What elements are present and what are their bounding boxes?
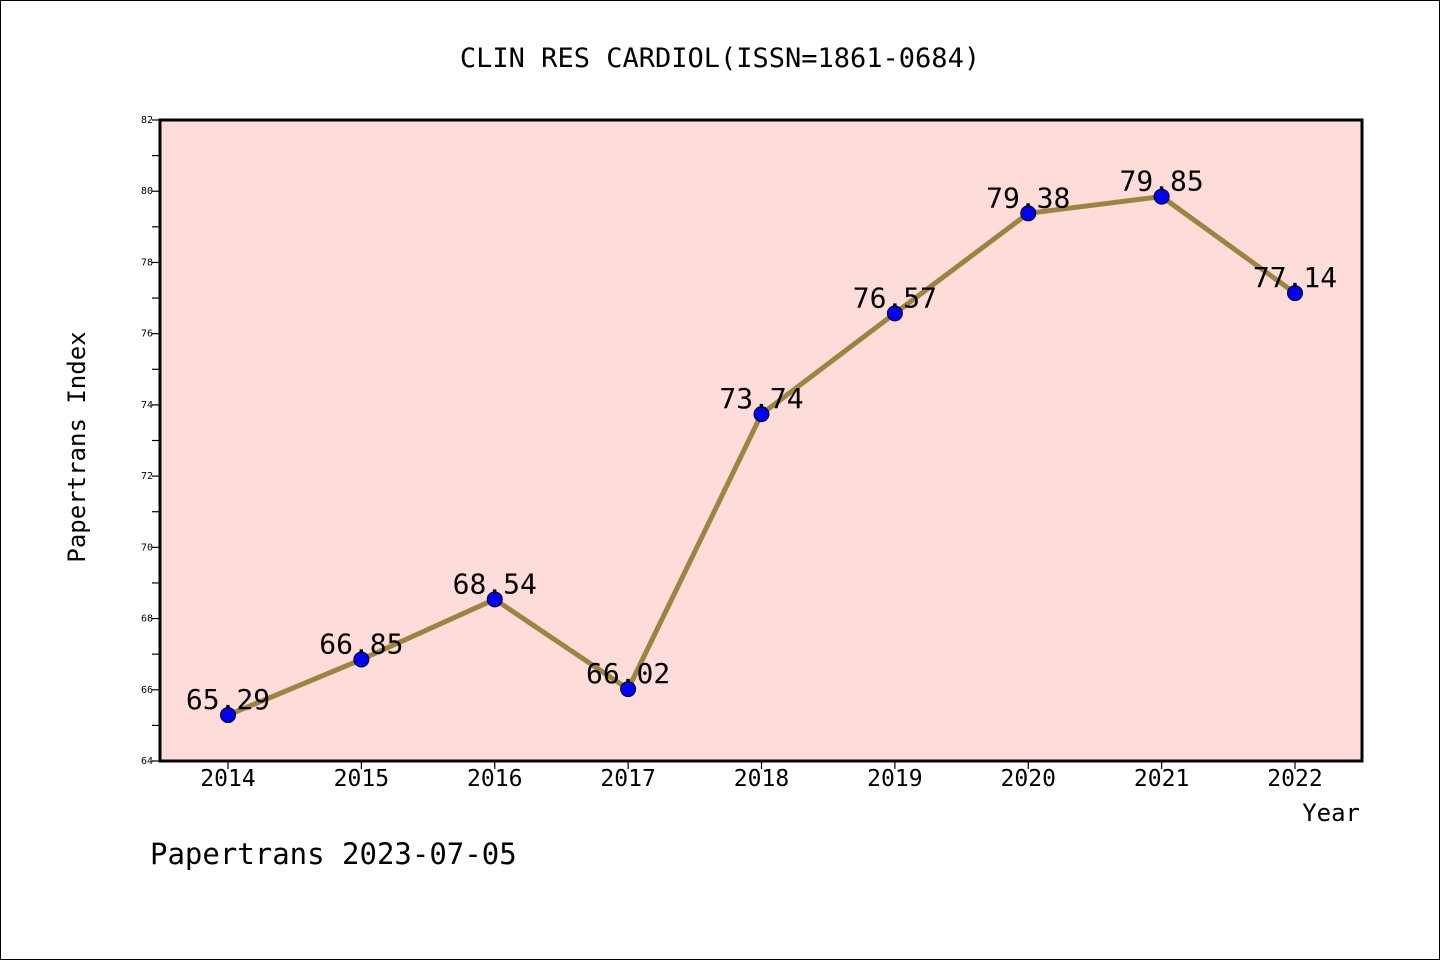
data-label: 66.85 <box>319 628 403 661</box>
y-tick-label: 82 <box>141 115 153 126</box>
chart-title: CLIN RES CARDIOL(ISSN=1861-0684) <box>460 43 980 74</box>
data-point-marker <box>1153 188 1170 205</box>
data-point-marker <box>1287 285 1303 302</box>
x-axis-label: Year <box>1302 799 1360 827</box>
x-axis-ticks: 2014 2015 2016 2017 2018 2019 2020 2021 2022 <box>200 761 1323 792</box>
x-tick-label: 2017 <box>600 766 655 792</box>
y-tick-label: 68 <box>141 614 153 625</box>
footer-text: Papertrans 2023-07-05 <box>150 837 517 871</box>
x-tick-label: 2016 <box>467 766 522 792</box>
x-tick-label: 2019 <box>867 766 922 792</box>
y-tick-label: 74 <box>141 400 153 411</box>
y-tick-label: 66 <box>141 685 153 696</box>
data-point-marker <box>486 591 503 608</box>
data-label: 76.57 <box>853 281 937 314</box>
data-point-marker <box>753 406 770 423</box>
y-axis-label: Papertrans Index <box>63 331 91 562</box>
data-point-marker <box>353 651 370 668</box>
data-point-marker <box>886 305 903 322</box>
data-point-marker <box>620 681 637 698</box>
y-tick-label: 76 <box>141 329 153 340</box>
data-label: 77.14 <box>1253 261 1337 294</box>
x-tick-label: 2014 <box>200 766 255 792</box>
data-point-marker <box>1020 205 1037 222</box>
data-label: 79.38 <box>986 181 1070 214</box>
data-labels-group: 65.29 66.85 68.54 66.02 73.74 76.57 79.38 79.85… <box>186 165 1337 716</box>
x-tick-label: 2015 <box>334 766 389 792</box>
x-tick-label: 2018 <box>734 766 789 792</box>
y-tick-label: 72 <box>141 471 153 482</box>
y-tick-label: 70 <box>141 542 153 553</box>
data-point-marker <box>220 707 236 724</box>
data-label: 68.54 <box>453 567 537 600</box>
y-tick-label: 80 <box>141 186 153 197</box>
data-label: 66.02 <box>586 657 670 690</box>
plot-area <box>158 118 1364 763</box>
data-label: 79.85 <box>1119 165 1203 198</box>
y-tick-label: 64 <box>141 756 153 767</box>
x-tick-label: 2020 <box>1001 766 1056 792</box>
data-label: 73.74 <box>719 382 803 415</box>
y-axis-ticks: 64 66 68 70 72 74 76 78 80 82 <box>141 115 160 767</box>
y-tick-label: 78 <box>141 257 153 268</box>
data-label: 65.29 <box>186 683 270 716</box>
x-tick-label: 2021 <box>1134 766 1189 792</box>
series-line-group <box>220 188 1303 724</box>
x-tick-label: 2022 <box>1267 766 1322 792</box>
